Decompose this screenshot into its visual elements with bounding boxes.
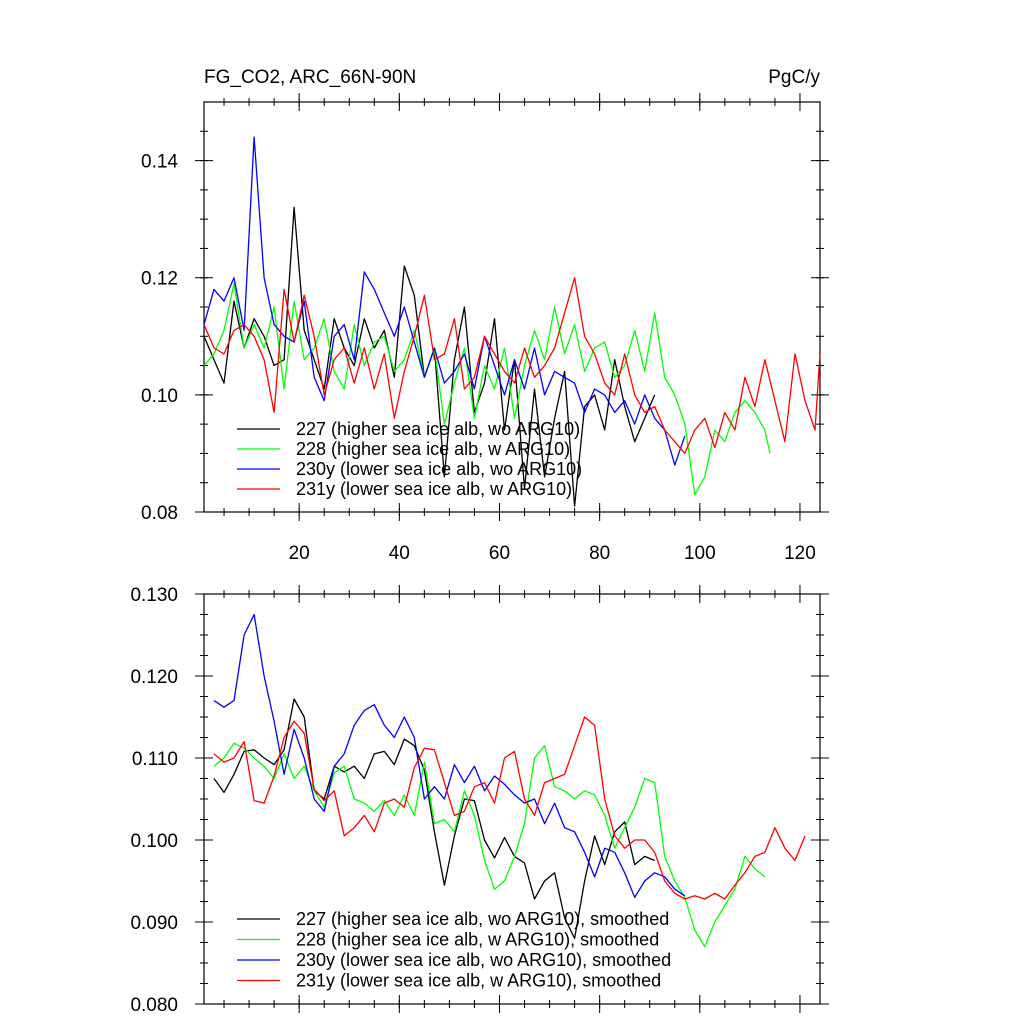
legend: 227 (higher sea ice alb, wo ARG10)228 (h… (237, 419, 582, 499)
legend-label-1: 227 (higher sea ice alb, wo ARG10) (296, 419, 580, 439)
series-line-4 (213, 716, 806, 900)
x-tick-label: 60 (489, 543, 510, 564)
y-tick-label: 0.08 (141, 503, 178, 524)
x-tick-label: 80 (589, 543, 610, 564)
y-tick-label: 0.100 (130, 831, 178, 852)
legend-label-2: 228 (higher sea ice alb, w ARG10), smoot… (296, 930, 659, 950)
axis-ticks: 0.080 0.090 0.100 0.110 0.120 0.130 (130, 585, 829, 1016)
legend-label-3: 230y (lower sea ice alb, wo ARG10) (296, 459, 582, 479)
legend-label-4: 231y (lower sea ice alb, w ARG10), smoot… (296, 971, 661, 991)
series-line-3 (203, 136, 686, 466)
series-group (203, 136, 821, 507)
legend-label-2: 228 (higher sea ice alb, w ARG10) (296, 439, 570, 459)
y-tick-label: 0.110 (132, 749, 178, 770)
series-line-3 (213, 613, 686, 899)
x-tick-label: 20 (289, 543, 310, 564)
x-tick-label: 40 (389, 543, 410, 564)
y-tick-label: 0.120 (130, 667, 178, 688)
y-tick-label: 0.10 (141, 386, 178, 407)
axis-ticks: 20 40 60 80 100 120 0.08 0.10 0.12 0.14 (141, 93, 829, 564)
legend-label-4: 231y (lower sea ice alb, w ARG10) (296, 479, 572, 499)
series-line-1 (213, 698, 655, 940)
top-chart-panel: FG_CO2, ARC_66N-90N PgC/y 20 40 60 80 100 120… (141, 67, 829, 564)
series-line-2 (203, 282, 771, 496)
x-tick-label: 100 (684, 543, 716, 564)
y-tick-label: 0.090 (130, 913, 178, 934)
y-tick-label: 0.14 (141, 152, 178, 173)
bottom-chart-panel: 0.080 0.090 0.100 0.110 0.120 0.130 227 (high… (130, 585, 829, 1016)
units-label: PgC/y (768, 67, 820, 88)
series-line-4 (203, 277, 821, 455)
legend-label-1: 227 (higher sea ice alb, wo ARG10), smoo… (296, 909, 669, 929)
y-tick-label: 0.080 (130, 995, 178, 1016)
series-group (213, 613, 806, 948)
legend-label-3: 230y (lower sea ice alb, wo ARG10), smoo… (296, 950, 671, 970)
y-tick-label: 0.12 (141, 269, 178, 290)
chart-title: FG_CO2, ARC_66N-90N (204, 67, 416, 88)
series-line-2 (213, 742, 766, 948)
legend: 227 (higher sea ice alb, wo ARG10), smoo… (237, 909, 671, 991)
x-tick-label: 120 (784, 543, 816, 564)
y-tick-label: 0.130 (130, 585, 178, 606)
